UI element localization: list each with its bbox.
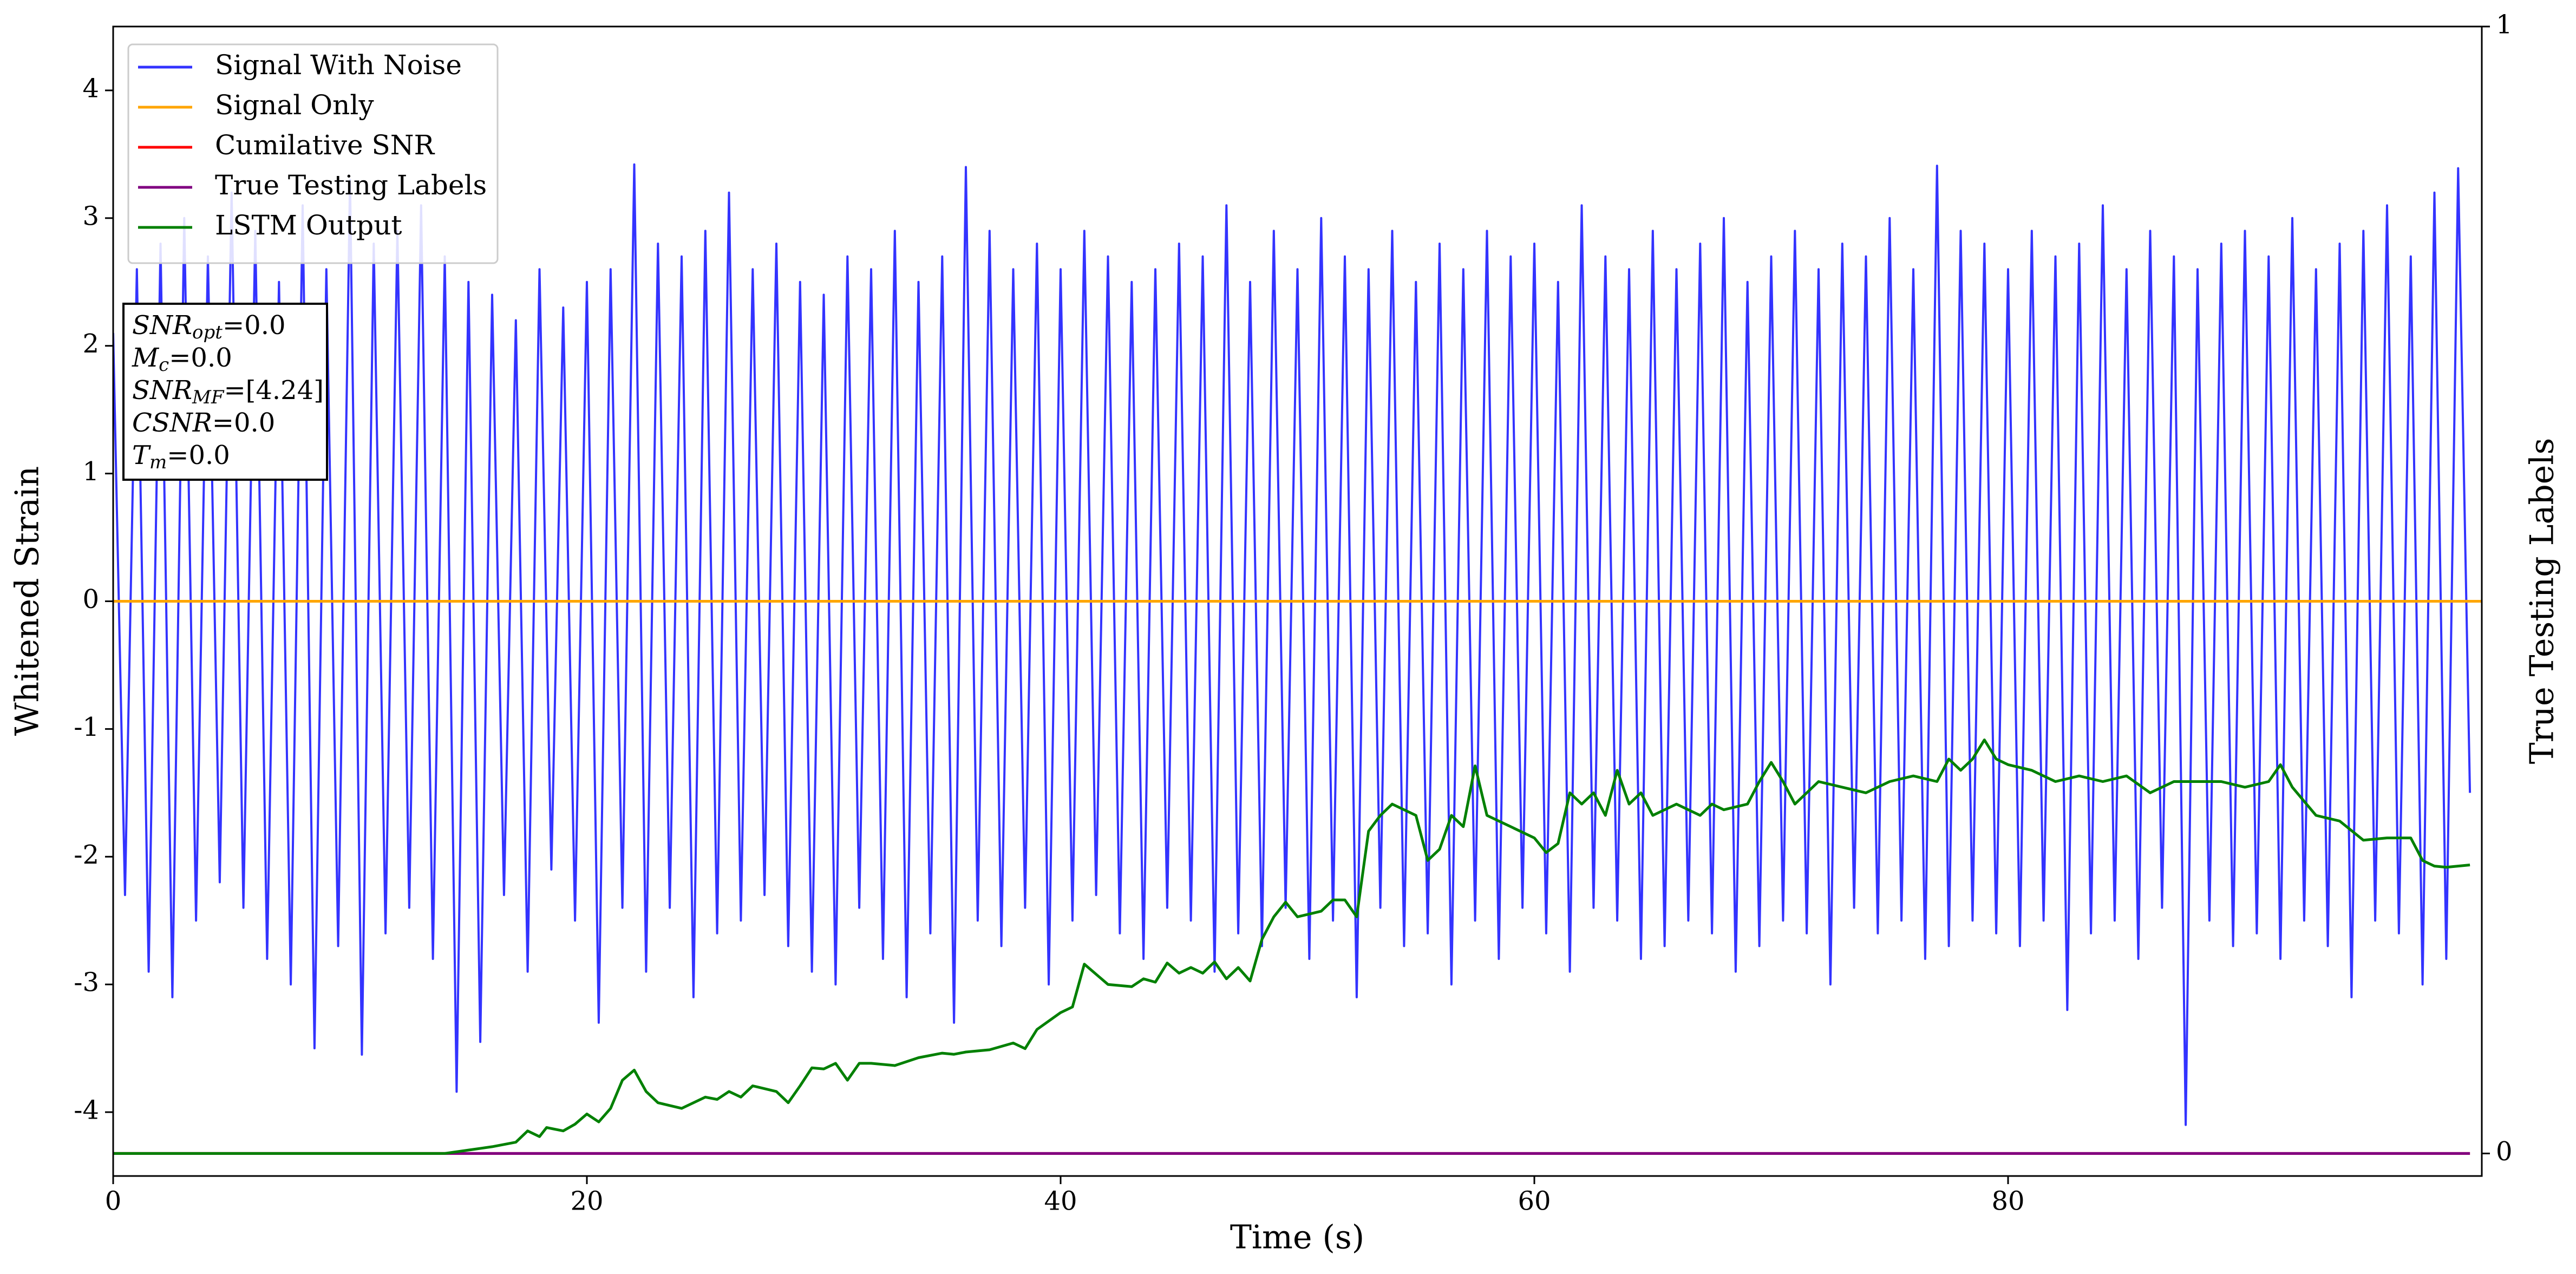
y2-axis-label: True Testing Labels	[2523, 438, 2561, 765]
annotation-text: =0.0	[169, 343, 232, 373]
legend-frame	[127, 43, 499, 264]
annotation-name: T	[132, 440, 151, 471]
x-tick-label: 80	[1991, 1186, 2024, 1217]
data-line	[113, 163, 2472, 1126]
data-line	[113, 739, 2470, 1155]
y-tick-label: 2	[82, 329, 99, 359]
legend: Signal With Noise Signal Only Cumilative S…	[127, 43, 499, 264]
x-axis-label: Time (s)	[1230, 1219, 1364, 1257]
y-tick-label: -3	[74, 968, 99, 998]
y-tick-label: -2	[74, 840, 99, 870]
y-tick-label: -1	[74, 712, 99, 742]
annotation-name: CSNR	[132, 408, 212, 438]
annotation: Mc=0.0	[132, 343, 232, 376]
annotation-text: =[4.24]	[224, 375, 324, 406]
annotation-text: =0.0	[212, 408, 276, 438]
y-tick-label: 1	[82, 456, 99, 487]
annotation-sub: opt	[192, 322, 223, 343]
annotation-sub: MF	[192, 387, 225, 408]
y-axis-label: Whitened Strain	[9, 466, 47, 736]
legend-label: LSTM Output	[215, 210, 402, 241]
annotation-name: M	[132, 343, 160, 373]
legend-label: True Testing Labels	[215, 169, 487, 201]
annotation-name: SNR	[132, 375, 192, 406]
y-tick-label: 0	[82, 584, 99, 615]
annotation: SNRMF=[4.24]	[132, 375, 324, 409]
legend-label: Signal With Noise	[215, 49, 462, 81]
annotation-box	[122, 303, 328, 481]
legend-label: Cumilative SNR	[215, 129, 435, 161]
y-tick-label: 4	[82, 73, 99, 103]
y2-tick-label: 1	[2496, 10, 2513, 40]
plot-area	[113, 163, 2482, 1155]
annotation: SNRopt=0.0	[132, 310, 286, 344]
annotation-text: =0.0	[167, 440, 230, 471]
annotation: CSNR=0.0	[132, 408, 275, 438]
annotation: Tm=0.0	[132, 440, 230, 474]
plot-frame	[112, 25, 2483, 1177]
y-tick-label: -4	[74, 1095, 99, 1126]
x-tick-label: 60	[1518, 1186, 1551, 1217]
x-tick-label: 20	[570, 1186, 603, 1217]
x-tick-label: 40	[1044, 1186, 1077, 1217]
x-tick-label: 0	[105, 1186, 122, 1217]
annotation-name: SNR	[132, 310, 192, 341]
y2-tick-label: 0	[2496, 1136, 2513, 1167]
y-tick-label: 3	[82, 201, 99, 231]
annotation-text: =0.0	[223, 310, 286, 341]
annotation-sub: c	[159, 354, 169, 376]
legend-label: Signal Only	[215, 89, 374, 121]
annotation-sub: m	[149, 452, 167, 473]
